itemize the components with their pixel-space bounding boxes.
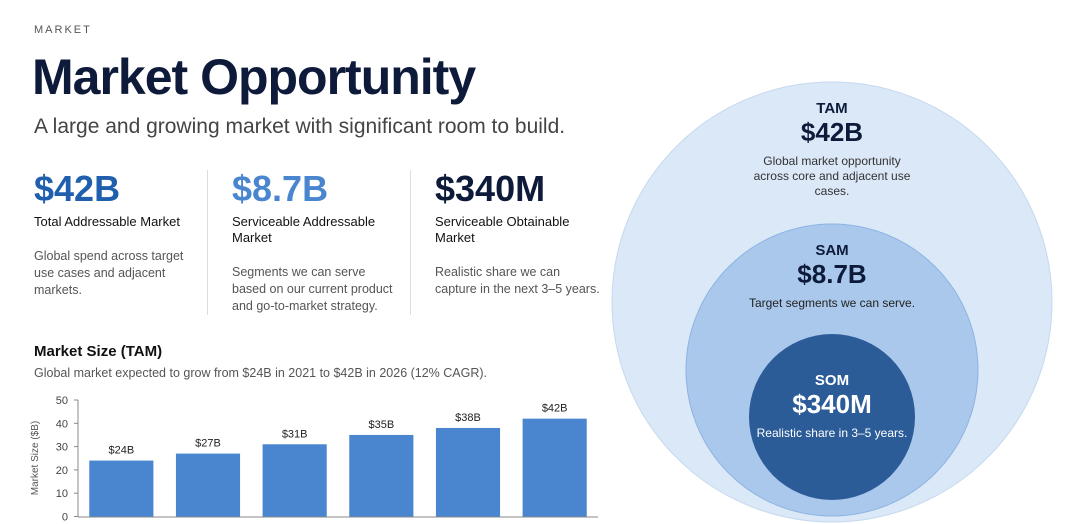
stat-label: Total Addressable Market	[34, 214, 180, 229]
y-tick-label: 30	[56, 442, 68, 454]
bar	[435, 427, 501, 517]
circle-value: $42B	[800, 117, 864, 147]
circle-value: $8.7B	[797, 259, 867, 289]
stat-value: $340M	[435, 168, 546, 209]
chart-subtitle: Global market expected to grow from $24B…	[34, 366, 488, 380]
som-text: SOM $340M Realistic share in 3–5 years.	[747, 372, 917, 441]
tam-text: TAM $42B Global market opportunity across …	[747, 100, 917, 199]
y-tick-label: 20	[56, 465, 68, 477]
y-tick-label: 50	[56, 395, 68, 407]
stat-value: $42B	[34, 168, 121, 209]
y-tick-label: 10	[56, 488, 68, 500]
circle-name: SAM	[815, 242, 849, 259]
title: Market Opportunity	[32, 49, 476, 105]
value-label: $38B	[455, 412, 481, 424]
value-label: $42B	[542, 403, 568, 415]
stat-desc: Segments we can serve based on our curre…	[232, 265, 393, 313]
stat: $8.7B Serviceable Addressable Market Segme…	[232, 168, 397, 315]
bar	[522, 418, 587, 517]
circle-desc: Target segments we can serve.	[748, 296, 916, 310]
sam-text: SAM $8.7B Target segments we can serve.	[747, 242, 917, 311]
stat: $42B Total Addressable Market Global spend…	[34, 168, 199, 299]
circle-name: TAM	[816, 100, 848, 117]
y-tick-label: 40	[56, 418, 68, 430]
eyebrow: MARKET	[34, 24, 92, 36]
circle-value: $340M	[792, 389, 872, 419]
value-label: $27B	[195, 438, 221, 450]
stat-value: $8.7B	[232, 168, 329, 209]
som-circle	[749, 334, 915, 500]
y-tick-label: 0	[62, 512, 68, 524]
bar	[349, 434, 414, 517]
circle-desc: Realistic share in 3–5 years.	[756, 426, 908, 440]
stat: $340M Serviceable Obtainable Market Realis…	[435, 168, 600, 298]
stat-label: Serviceable Addressable Market	[232, 214, 376, 245]
stat-desc: Global spend across target use cases and…	[34, 249, 184, 297]
stat-desc: Realistic share we can capture in the ne…	[435, 265, 600, 296]
circle-desc: Global market opportunity across core an…	[753, 154, 911, 198]
value-label: $24B	[108, 445, 134, 457]
divider	[410, 170, 411, 315]
divider	[207, 170, 208, 315]
chart-title: Market Size (TAM)	[34, 343, 163, 360]
circle-name: SOM	[814, 372, 850, 389]
bar	[89, 460, 154, 517]
value-label: $31B	[282, 428, 308, 440]
stat-label: Serviceable Obtainable Market	[435, 214, 570, 245]
y-axis-label: Market Size ($B)	[30, 421, 41, 495]
value-label: $35B	[368, 419, 394, 431]
bar	[175, 453, 241, 517]
subtitle: A large and growing market with signific…	[34, 115, 566, 138]
bar	[262, 444, 327, 517]
